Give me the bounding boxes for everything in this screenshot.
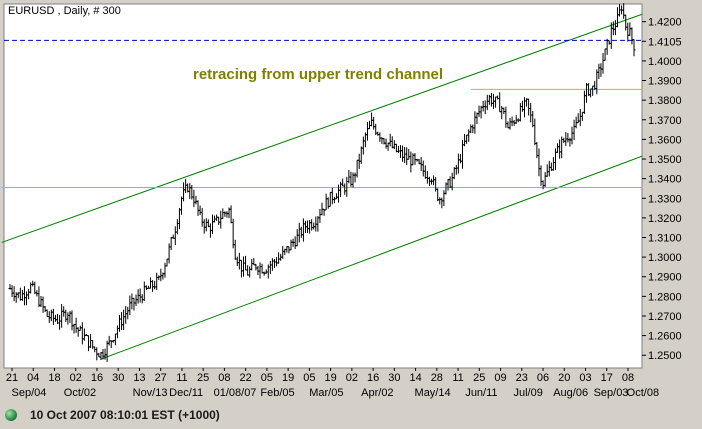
x-day-label: 02 — [70, 372, 82, 384]
y-tick-label: 1.2700 — [648, 311, 682, 323]
x-month-label: Aug/06 — [553, 387, 588, 399]
x-day-label: 27 — [155, 372, 167, 384]
x-day-label: 06 — [537, 372, 549, 384]
chart-title: EURUSD , Daily, # 300 — [8, 5, 121, 17]
x-day-label: 23 — [516, 372, 528, 384]
y-tick-label: 1.3200 — [648, 213, 682, 225]
connection-status-icon — [5, 409, 17, 421]
lower-trend-line — [100, 155, 643, 360]
x-day-label: 25 — [473, 372, 485, 384]
status-bar: 10 Oct 2007 08:10:01 EST (+1000) — [0, 401, 702, 429]
x-day-label: 03 — [579, 372, 591, 384]
plot-area — [3, 3, 643, 369]
y-tick-label: 1.4105 — [648, 36, 682, 48]
y-tick-label: 1.2900 — [648, 272, 682, 284]
x-month-label: Oct/08 — [627, 387, 659, 399]
x-month-label: Sep/03 — [594, 387, 629, 399]
x-month-label: 01/08/07 — [214, 387, 257, 399]
x-day-label: 09 — [494, 372, 506, 384]
y-tick-label: 1.3300 — [648, 193, 682, 205]
x-day-label: 28 — [431, 372, 443, 384]
x-month-label: Feb/05 — [260, 387, 294, 399]
x-day-label: 16 — [91, 372, 103, 384]
x-day-label: 19 — [282, 372, 294, 384]
y-tick-label: 1.2500 — [648, 350, 682, 362]
x-day-label: 14 — [409, 372, 421, 384]
x-day-label: 13 — [133, 372, 145, 384]
y-tick-label: 1.4200 — [648, 17, 682, 29]
x-day-label: 19 — [324, 372, 336, 384]
y-tick-label: 1.3000 — [648, 252, 682, 264]
x-day-label: 17 — [601, 372, 613, 384]
ohlc-bars — [8, 3, 636, 362]
y-tick-label: 1.3100 — [648, 233, 682, 245]
y-tick-label: 1.3400 — [648, 174, 682, 186]
y-tick-label: 1.2600 — [648, 331, 682, 343]
upper-trend-line — [1, 13, 643, 243]
x-day-label: 21 — [6, 372, 18, 384]
x-month-label: Dec/11 — [169, 387, 203, 399]
status-timestamp: 10 Oct 2007 08:10:01 EST (+1000) — [30, 408, 220, 422]
x-day-label: 30 — [112, 372, 124, 384]
x-month-label: Nov/13 — [133, 387, 168, 399]
x-day-label: 04 — [27, 372, 39, 384]
y-tick-label: 1.3600 — [648, 134, 682, 146]
x-day-label: 22 — [240, 372, 252, 384]
y-tick-label: 1.4000 — [648, 56, 682, 68]
x-day-label: 05 — [303, 372, 315, 384]
y-tick-label: 1.2800 — [648, 291, 682, 303]
x-day-label: 11 — [176, 372, 187, 384]
y-tick-label: 1.3700 — [648, 115, 682, 127]
x-month-label: May/14 — [415, 387, 451, 399]
x-day-label: 02 — [346, 372, 358, 384]
x-day-label: 08 — [622, 372, 634, 384]
price-chart: 1.2500 1.2600 1.2700 1.2800 1.2900 1.3000 1.31… — [1, 3, 682, 399]
y-tick-label: 1.3500 — [648, 154, 682, 166]
x-month-label: Mar/05 — [309, 387, 343, 399]
y-tick-label: 1.3900 — [648, 76, 682, 88]
ohlc-bar — [632, 39, 636, 57]
x-month-label: Sep/04 — [12, 387, 47, 399]
x-month-label: Jun/11 — [465, 387, 497, 399]
x-day-label: 08 — [218, 372, 230, 384]
x-day-label: 18 — [48, 372, 60, 384]
x-day-label: 20 — [558, 372, 570, 384]
x-day-label: 11 — [452, 372, 463, 384]
x-month-label: Jul/09 — [513, 387, 542, 399]
x-day-label: 25 — [197, 372, 209, 384]
x-month-label: Oct/02 — [64, 387, 96, 399]
x-month-label: Apr/02 — [361, 387, 393, 399]
x-day-label: 05 — [261, 372, 273, 384]
chart-annotation: retracing from upper trend channel — [193, 66, 443, 83]
x-day-label: 16 — [367, 372, 379, 384]
x-day-label: 30 — [388, 372, 400, 384]
y-tick-label: 1.3800 — [648, 95, 682, 107]
